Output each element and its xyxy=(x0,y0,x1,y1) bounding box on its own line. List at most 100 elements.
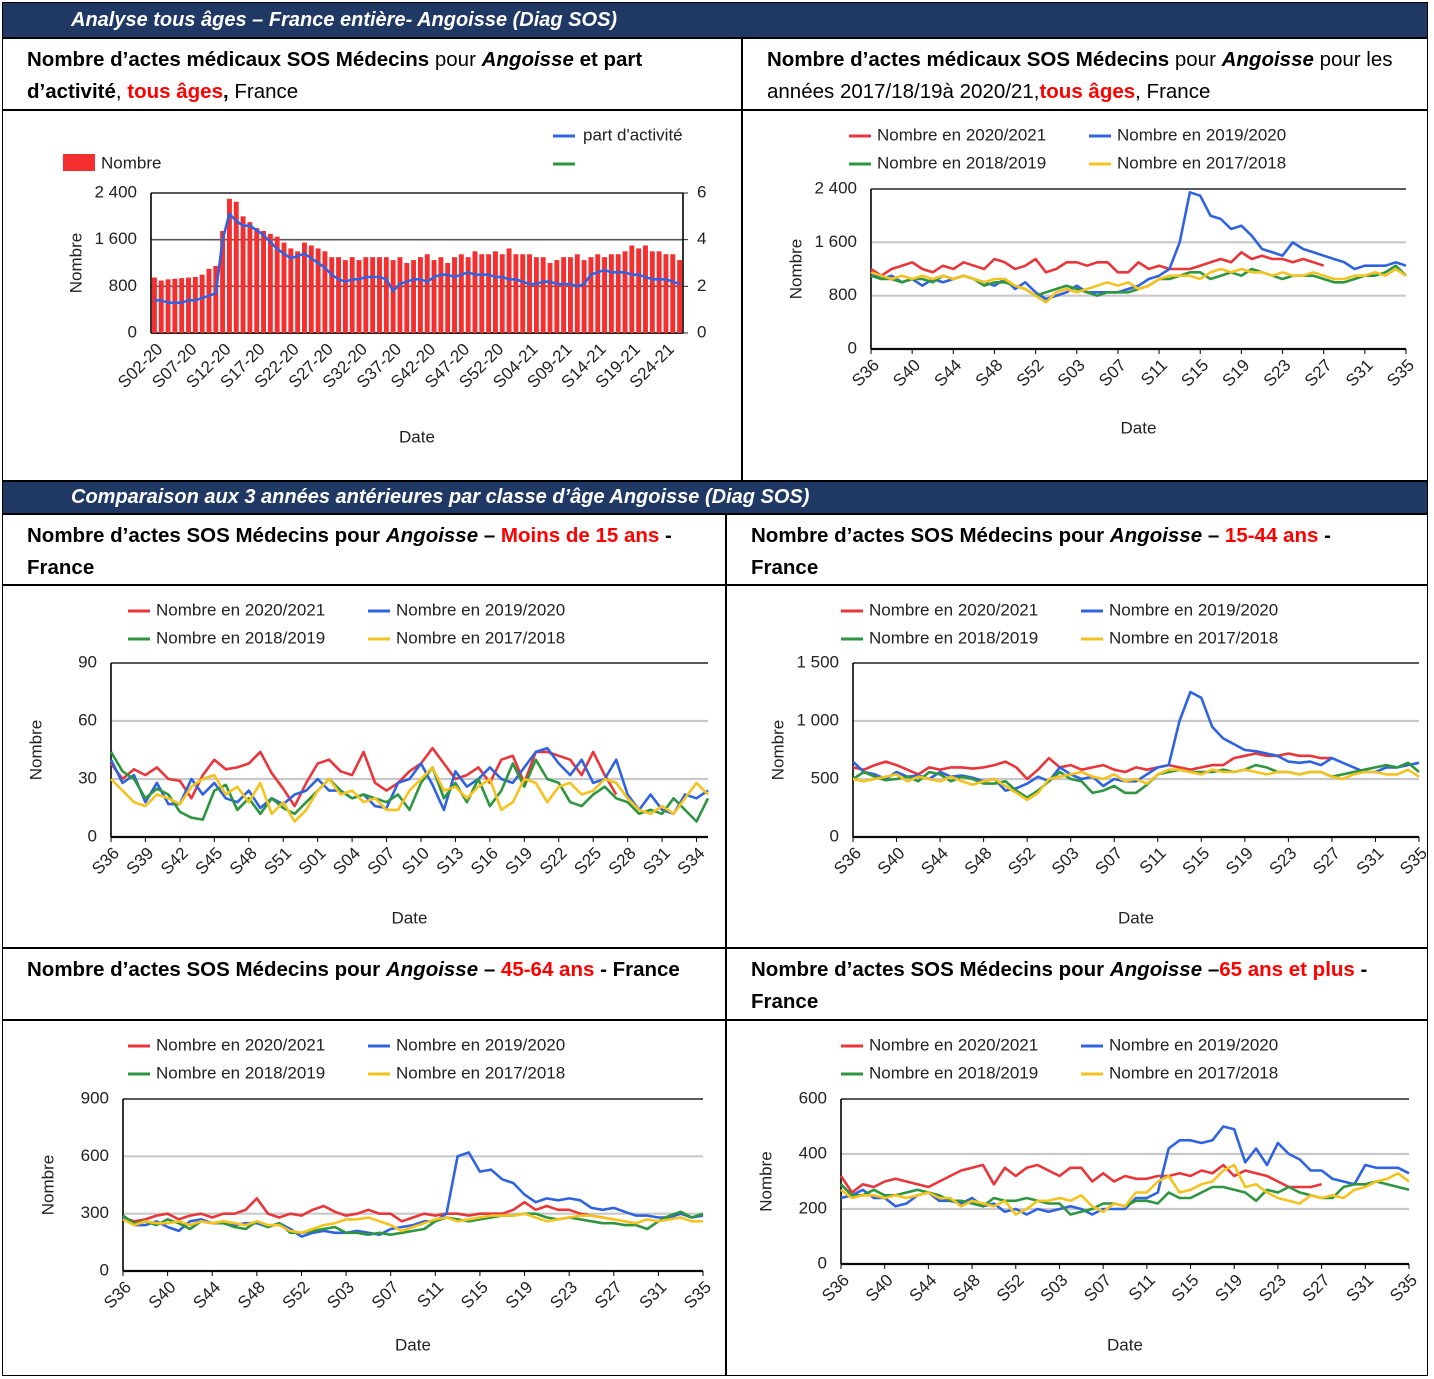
heading-run: – xyxy=(478,524,501,547)
heading-run: tous âges xyxy=(1039,80,1136,103)
bar xyxy=(226,198,232,333)
heading-run: - France xyxy=(594,958,680,981)
y-tick-label: 30 xyxy=(78,768,97,787)
x-tick-label: S36 xyxy=(100,1278,135,1313)
x-tick-label: S23 xyxy=(1266,844,1301,879)
x-tick-label: S36 xyxy=(88,844,123,879)
legend-label: Nombre en 2018/2019 xyxy=(156,1063,325,1082)
x-tick-label: S19 xyxy=(1211,1271,1246,1306)
bar xyxy=(438,257,444,333)
y-tick-label: 1 600 xyxy=(94,229,137,248)
bar xyxy=(411,260,417,333)
bar xyxy=(581,260,587,333)
series-line xyxy=(840,1125,1410,1216)
bar xyxy=(336,257,342,333)
y-tick-label: 2 400 xyxy=(94,182,137,201)
bar xyxy=(431,260,437,333)
y-tick-label: 2 400 xyxy=(814,178,857,197)
series-line xyxy=(154,212,681,304)
heading-run: pour les années 2017/18/19à 2020/21, xyxy=(767,48,1399,103)
bar xyxy=(274,236,280,333)
heading-run: tous âges xyxy=(127,80,223,103)
heading-run: - France xyxy=(27,524,678,579)
chart-heading: Nombre d’actes SOS Médecins pour Angoiss… xyxy=(726,948,1428,1020)
x-tick-label: S48 xyxy=(961,844,996,879)
y-tick-label: 1 000 xyxy=(796,710,839,729)
bar xyxy=(424,254,430,333)
x-axis-title: Date xyxy=(1121,418,1157,437)
chart-heading: Nombre d’actes SOS Médecins pour Angoiss… xyxy=(726,514,1428,585)
legend-label: Nombre en 2019/2020 xyxy=(396,1035,565,1054)
bar xyxy=(588,257,594,333)
heading-run: , xyxy=(222,80,229,103)
x-tick-label: S04 xyxy=(329,844,364,879)
heading-run: 65 ans et plus xyxy=(1219,958,1355,981)
series-line xyxy=(870,267,1407,304)
y-tick-label: 600 xyxy=(81,1146,109,1165)
x-tick-label: S31 xyxy=(1353,844,1388,879)
x-tick-label: S40 xyxy=(862,1271,897,1306)
x-tick-label: S07 xyxy=(1091,844,1126,879)
chart-cell: 0 800 1 600 2 400 S36 S40 S44 S48 S52 S03 S07 S11 S1… xyxy=(742,110,1428,481)
heading-run: , xyxy=(115,80,128,103)
legend-label: Nombre en 2017/2018 xyxy=(1109,628,1278,647)
bar xyxy=(615,254,621,333)
bar xyxy=(172,278,178,333)
x-tick-label: S07 xyxy=(1095,356,1130,391)
bar xyxy=(370,257,376,333)
series-line xyxy=(870,251,1325,277)
x-tick-label: S36 xyxy=(848,356,883,391)
bar xyxy=(356,260,362,333)
x-tick-label: S19 xyxy=(501,844,536,879)
heading-run: , France xyxy=(1135,80,1211,103)
x-tick-label: S27 xyxy=(591,1278,626,1313)
legend-label: Nombre en 2018/2019 xyxy=(156,628,325,647)
x-tick-label: S44 xyxy=(906,1271,941,1306)
bar xyxy=(445,263,451,333)
y-axis-title: Nombre xyxy=(768,720,787,780)
bar xyxy=(636,248,642,333)
bar xyxy=(595,254,601,333)
bar xyxy=(179,278,185,333)
chart-heading: Nombre d’actes SOS Médecins pour Angoiss… xyxy=(2,514,726,585)
heading-run: Angoisse xyxy=(385,524,479,547)
y-tick-label: 60 xyxy=(78,710,97,729)
legend-label: Nombre en 2019/2020 xyxy=(396,600,565,619)
y-tick-label: 90 xyxy=(78,652,97,671)
x-tick-label: S40 xyxy=(889,356,924,391)
series-line xyxy=(852,690,1420,792)
series-line xyxy=(852,752,1332,781)
x-tick-label: S23 xyxy=(1255,1271,1290,1306)
bar xyxy=(499,254,505,333)
bar xyxy=(199,274,205,333)
x-tick-label: S15 xyxy=(1168,1271,1203,1306)
heading-run: – xyxy=(1202,958,1220,981)
legend-label: Nombre en 2017/2018 xyxy=(1117,153,1286,172)
x-tick-label: S52 xyxy=(1013,356,1048,391)
bar xyxy=(192,277,198,333)
y2-tick-label: 2 xyxy=(697,276,706,295)
bar xyxy=(486,254,492,333)
series-line xyxy=(109,746,618,808)
x-tick-label: S15 xyxy=(1178,844,1213,879)
x-axis-title: Date xyxy=(1118,908,1154,927)
legend-label: Nombre en 2017/2018 xyxy=(396,628,565,647)
bar xyxy=(233,201,239,333)
legend-label: Nombre en 2020/2021 xyxy=(156,1035,325,1054)
x-tick-label: S48 xyxy=(972,356,1007,391)
bar xyxy=(329,257,335,333)
x-tick-label: S48 xyxy=(226,844,261,879)
bar xyxy=(254,228,260,333)
bar xyxy=(220,230,226,333)
x-tick-label: S15 xyxy=(457,1278,492,1313)
y-tick-label: 0 xyxy=(830,826,839,845)
x-tick-label: S35 xyxy=(1396,844,1426,879)
x-tick-label: S31 xyxy=(1342,1271,1377,1306)
y-axis-title: Nombre xyxy=(26,720,45,780)
x-tick-label: S31 xyxy=(636,1278,671,1313)
bar xyxy=(465,257,471,333)
x-tick-label: S11 xyxy=(1136,844,1170,878)
x-tick-label: S35 xyxy=(1386,1271,1421,1306)
x-tick-label: S52 xyxy=(993,1271,1028,1306)
